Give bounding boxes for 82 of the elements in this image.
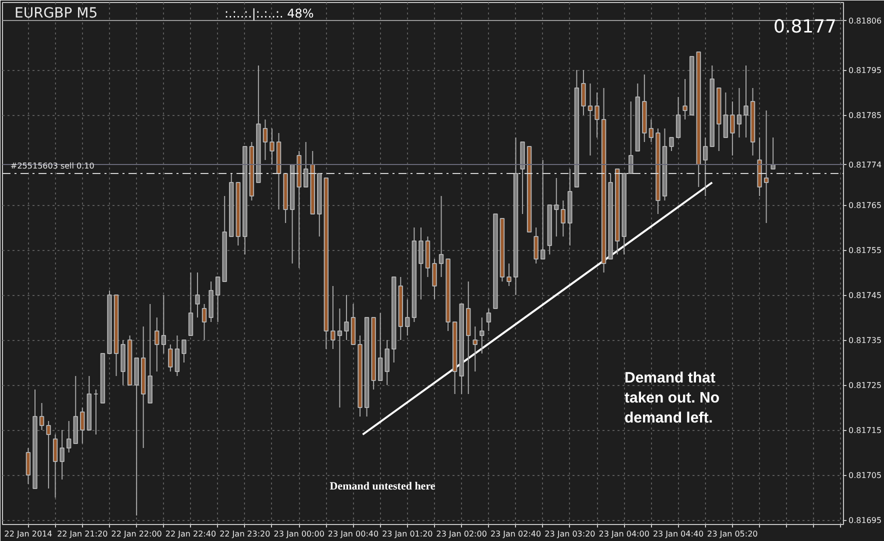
candlestick [534,227,538,264]
y-tick-label: 0.81705 [848,471,882,480]
candlestick [161,294,166,354]
candlestick [46,420,51,489]
candlestick [303,142,308,188]
candlestick [594,92,600,138]
y-tick-label: 0.81806 [848,16,882,26]
candlestick [384,340,390,386]
y-tick-label: 0.81745 [848,291,882,300]
candlestick [168,344,173,372]
candlestick [744,65,748,138]
annotation: 0.8177 [774,16,836,38]
x-tick-label: 23 Jan 04:00 [598,530,650,538]
candlestick [682,78,688,120]
candlestick [560,200,566,237]
candlestick [486,308,492,332]
y-tick-label: 0.81795 [848,66,882,75]
candlestick [154,317,160,372]
candlestick [378,312,383,381]
candlestick [60,430,64,480]
candlestick [628,101,634,174]
x-tick-label: 23 Jan 01:20 [382,530,433,538]
candlestick [554,178,559,237]
candlestick [506,263,512,286]
candlestick [337,308,342,408]
candlestick [736,88,742,138]
candlestick [540,160,546,260]
candlestick [480,317,484,354]
candlestick [188,272,194,336]
y-tick-label: 0.81755 [848,246,882,255]
candlestick [195,272,200,318]
x-tick-label: 22 Jan 2014 [4,530,52,538]
y-tick-label: 0.81765 [848,201,882,210]
candlestick [764,110,769,224]
candlestick [723,92,728,138]
candlestick [648,119,654,142]
candlestick [418,227,424,300]
candlestick [182,340,186,363]
candlestick [330,286,336,350]
candlestick [703,137,708,196]
annotation: Demand untested here [330,480,436,492]
x-tick-label: 22 Jan 21:20 [57,530,108,538]
candlestick [262,119,268,160]
x-tick-label: 23 Jan 05:20 [707,530,758,538]
candlestick [66,420,72,453]
x-tick-label: 23 Jan 00:40 [328,530,379,538]
y-tick-label: 0.81715 [848,426,882,435]
candlestick [676,96,681,138]
x-tick-label: 23 Jan 03:20 [544,530,596,538]
candlestick [405,299,410,336]
ref-line-label: #25515603 sell 0.10 [10,162,94,170]
annotation: Demand that taken out. No demand left. [624,370,720,426]
x-tick-label: 23 Jan 00:00 [274,530,324,538]
candlestick [438,196,444,278]
candlestick [472,326,478,372]
candlestick [669,137,674,152]
candlestick [80,407,85,444]
y-tick-label: 0.81695 [848,516,882,525]
candlestick [270,128,274,165]
y-tick-label: 0.81785 [848,111,882,120]
candlestick [26,448,31,484]
candlestick [588,83,593,156]
candlestick [174,335,180,376]
x-tick-label: 23 Jan 02:00 [436,530,487,538]
x-tick-label: 22 Jan 23:20 [220,530,270,538]
y-tick-label: 0.81725 [848,381,882,390]
candlestick [39,402,44,430]
y-tick-label: 0.81774 [848,160,882,170]
candlestick [432,258,437,300]
candlestick [344,294,349,340]
x-tick-label: 23 Jan 02:40 [490,530,542,538]
x-tick-label: 22 Jan 22:00 [111,530,162,538]
x-tick-label: 23 Jan 04:40 [652,530,704,538]
candlestick [730,101,735,156]
candlestick [202,304,207,340]
candlestick [52,434,58,498]
x-tick-label: 22 Jan 22:40 [165,530,216,538]
annotation: :.:..:.|:.:..:. 48% [224,6,314,20]
candlestick [581,70,586,116]
chart-title: EURGBP M5 [14,6,98,22]
candlestick [215,276,220,322]
y-tick-label: 0.81735 [848,336,882,345]
